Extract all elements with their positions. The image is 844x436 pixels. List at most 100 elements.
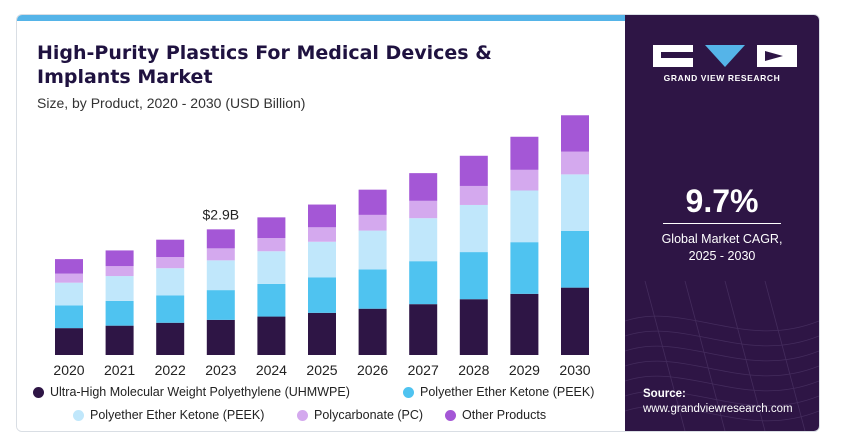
bar-segment-2021-s1 bbox=[105, 300, 134, 326]
brand-name: GRAND VIEW RESEARCH bbox=[663, 73, 781, 83]
source-label: Source: bbox=[643, 388, 686, 400]
bar-segment-2028-s3 bbox=[459, 185, 488, 205]
bar-segment-2022-s2 bbox=[156, 268, 185, 296]
bar-segment-2020-s0 bbox=[55, 328, 83, 355]
x-tick-2025: 2025 bbox=[306, 362, 337, 378]
bar-segment-2024-s4 bbox=[257, 217, 286, 239]
cagr-divider bbox=[663, 223, 781, 224]
bar-segment-2030-s1 bbox=[561, 231, 589, 288]
accent-bar bbox=[17, 15, 625, 21]
x-tick-2030: 2030 bbox=[559, 362, 590, 378]
bar-segment-2030-s3 bbox=[561, 151, 589, 175]
legend-swatch-other-products bbox=[445, 409, 456, 421]
x-tick-2024: 2024 bbox=[256, 362, 287, 378]
bar-segment-2030-s4 bbox=[561, 115, 589, 152]
x-tick-2027: 2027 bbox=[408, 362, 439, 378]
legend-item-polycarbonate: Polycarbonate (PC) bbox=[297, 408, 423, 422]
bar-segment-2020-s2 bbox=[55, 282, 83, 306]
cagr-label: Global Market CAGR, 2025 - 2030 bbox=[625, 231, 819, 265]
bar-segment-2029-s0 bbox=[510, 293, 539, 355]
bar-segment-2022-s1 bbox=[156, 295, 185, 323]
bar-segment-2024-s3 bbox=[257, 238, 286, 252]
x-tick-2026: 2026 bbox=[357, 362, 388, 378]
bar-segment-2029-s2 bbox=[510, 190, 539, 243]
bar-segment-2026-s1 bbox=[358, 269, 387, 309]
cagr-value: 9.7% bbox=[685, 183, 759, 219]
x-tick-2021: 2021 bbox=[104, 362, 135, 378]
bar-segment-2029-s1 bbox=[510, 242, 539, 294]
legend-label-peek: Polyether Ether Ketone (PEEK) bbox=[420, 385, 595, 399]
chart-panel: High-Purity Plastics For Medical Devices… bbox=[17, 21, 625, 431]
legend-item-peek: Polyether Ether Ketone (PEEK) bbox=[403, 385, 594, 399]
report-card: High-Purity Plastics For Medical Devices… bbox=[16, 14, 820, 432]
x-tick-2022: 2022 bbox=[155, 362, 186, 378]
bar-segment-2021-s4 bbox=[105, 250, 134, 267]
bar-segment-2028-s1 bbox=[459, 252, 488, 300]
bar-segment-2026-s3 bbox=[358, 214, 387, 231]
bar-segment-2021-s2 bbox=[105, 276, 134, 301]
bar-segment-2021-s3 bbox=[105, 266, 134, 277]
x-tick-2020: 2020 bbox=[53, 362, 84, 378]
legend-label-peek-light: Polyether Ether Ketone (PEEK) bbox=[90, 408, 265, 422]
bar-segment-2028-s2 bbox=[459, 204, 488, 253]
legend-item-other-products: Other Products bbox=[445, 408, 546, 422]
bar-segment-2025-s4 bbox=[308, 204, 336, 228]
source-url[interactable]: www.grandviewresearch.com bbox=[643, 403, 793, 415]
bar-segment-2030-s0 bbox=[561, 287, 589, 355]
x-tick-2029: 2029 bbox=[509, 362, 540, 378]
bar-segment-2027-s2 bbox=[409, 218, 438, 262]
chart-legend: Ultra-High Molecular Weight Polyethylene… bbox=[17, 377, 625, 427]
bar-segment-2027-s3 bbox=[409, 200, 438, 219]
bar-segment-2029-s4 bbox=[510, 136, 539, 170]
bar-segment-2023-s0 bbox=[206, 319, 235, 355]
bar-segment-2025-s2 bbox=[308, 241, 336, 278]
bar-segment-2028-s0 bbox=[459, 299, 488, 355]
bar-segment-2022-s0 bbox=[156, 322, 185, 355]
decorative-wave-lines bbox=[625, 281, 819, 431]
bar-segment-2023-s4 bbox=[206, 229, 235, 249]
bar-segment-2028-s4 bbox=[459, 155, 488, 186]
bar-segment-2022-s4 bbox=[156, 239, 185, 258]
bar-segment-2029-s3 bbox=[510, 169, 539, 191]
legend-label-uhmwpe: Ultra-High Molecular Weight Polyethylene… bbox=[50, 385, 350, 399]
legend-swatch-peek-light bbox=[73, 409, 84, 421]
stacked-bar-chart: 2020 2021 2022 $2.9B 2023 2024 2025 2026 2027 202… bbox=[53, 115, 591, 378]
legend-label-polycarbonate: Polycarbonate (PC) bbox=[314, 408, 424, 422]
legend-label-other-products: Other Products bbox=[462, 408, 547, 422]
legend-swatch-polycarbonate bbox=[297, 409, 308, 421]
grand-view-research-logo bbox=[653, 45, 797, 67]
x-tick-2028: 2028 bbox=[458, 362, 489, 378]
legend-swatch-uhmwpe bbox=[33, 386, 44, 398]
bar-segment-2026-s0 bbox=[358, 308, 387, 355]
source-block: Source: www.grandviewresearch.com bbox=[643, 387, 793, 417]
bar-segment-2025-s0 bbox=[308, 312, 336, 355]
chart-subtitle: Size, by Product, 2020 - 2030 (USD Billi… bbox=[37, 95, 306, 111]
bar-segment-2025-s1 bbox=[308, 277, 336, 313]
chart-title: High-Purity Plastics For Medical Devices… bbox=[37, 42, 492, 88]
bar-segment-2023-s1 bbox=[206, 290, 235, 320]
legend-swatch-peek bbox=[403, 386, 414, 398]
bar-segment-2023-s3 bbox=[206, 248, 235, 261]
x-tick-2023: 2023 bbox=[205, 362, 236, 378]
bar-segment-2020-s3 bbox=[55, 273, 83, 283]
bar-segment-2026-s4 bbox=[358, 189, 387, 215]
cagr-label-line2: 2025 - 2030 bbox=[688, 249, 756, 263]
bar-segment-2027-s4 bbox=[409, 173, 438, 201]
bar-segment-2022-s3 bbox=[156, 257, 185, 269]
legend-item-uhmwpe: Ultra-High Molecular Weight Polyethylene… bbox=[33, 385, 350, 399]
bar-segment-2024-s2 bbox=[257, 251, 286, 284]
legend-item-peek-light: Polyether Ether Ketone (PEEK) bbox=[73, 408, 264, 422]
bar-segment-2025-s3 bbox=[308, 227, 336, 242]
cagr-label-line1: Global Market CAGR, bbox=[661, 232, 783, 246]
bar-segment-2023-s2 bbox=[206, 260, 235, 291]
bar-segment-2020-s1 bbox=[55, 305, 83, 329]
bar-segment-2026-s2 bbox=[358, 230, 387, 270]
bar-segment-2021-s0 bbox=[105, 325, 134, 355]
bar-segment-2030-s2 bbox=[561, 174, 589, 231]
data-label-2023: $2.9B bbox=[203, 206, 240, 222]
bar-segment-2020-s4 bbox=[55, 259, 83, 274]
bar-segment-2027-s1 bbox=[409, 261, 438, 305]
bar-segment-2024-s0 bbox=[257, 316, 286, 355]
brand-sidebar: GRAND VIEW RESEARCH 9.7% Global Market C… bbox=[625, 15, 819, 431]
bar-segment-2027-s0 bbox=[409, 304, 438, 355]
